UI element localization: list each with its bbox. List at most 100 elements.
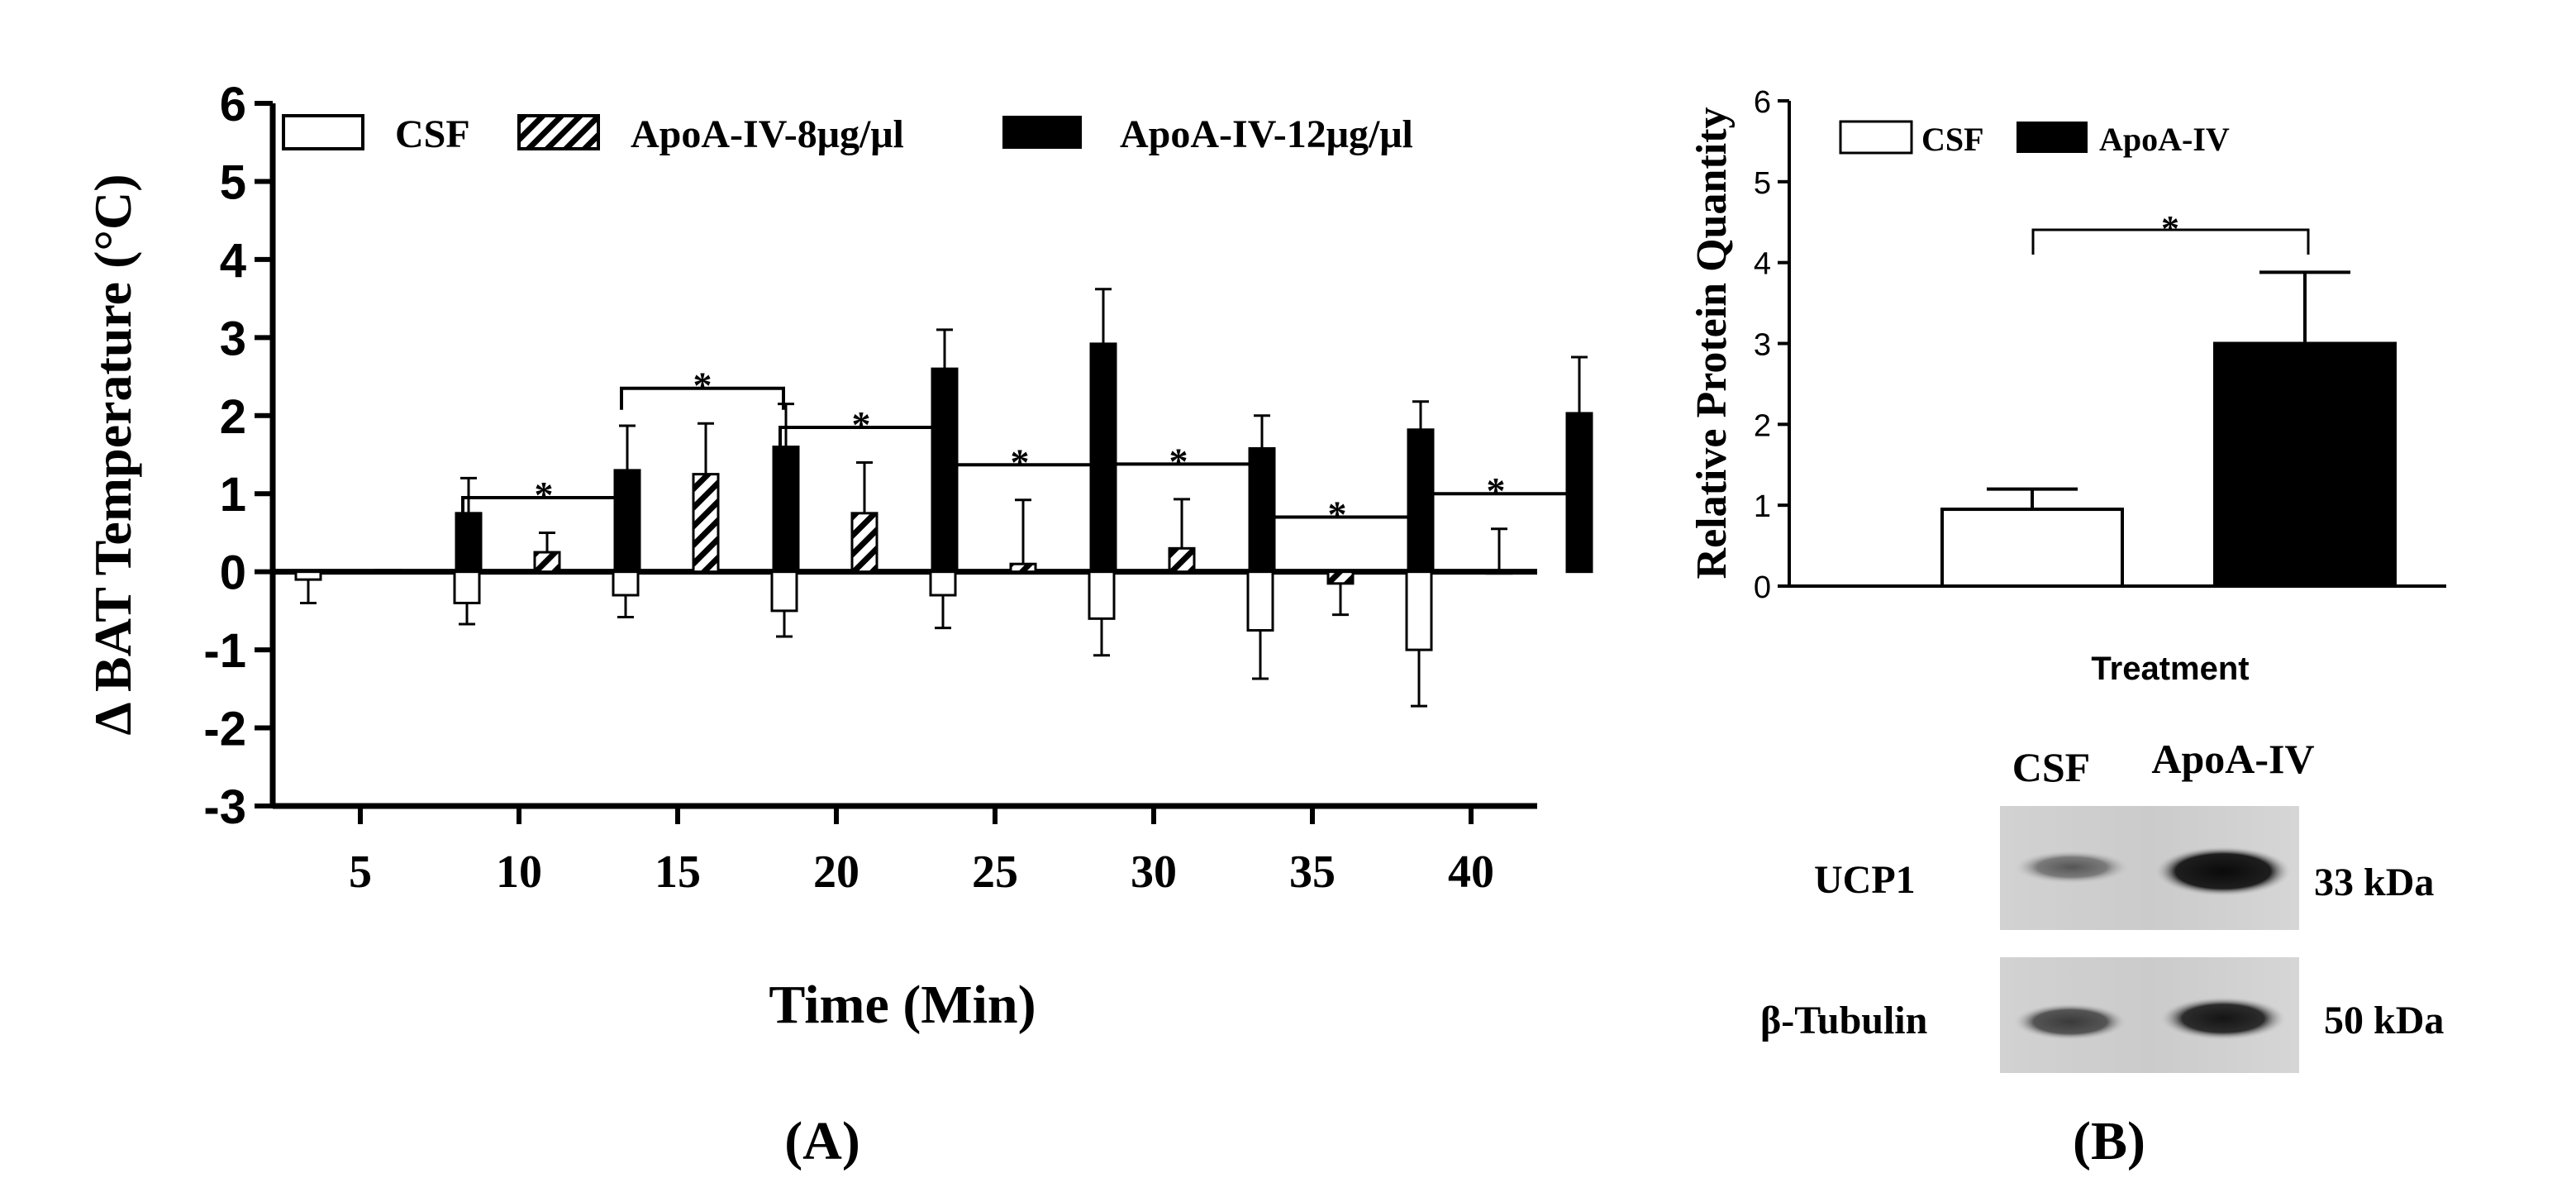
panel-b-y-tick-label: 0 xyxy=(1754,570,1771,605)
bar-hatched-t30 xyxy=(1168,546,1196,574)
significance-bracket-t25 xyxy=(937,463,1102,487)
bar-black-t15 xyxy=(772,446,800,574)
panel-a-y-tick-label: 2 xyxy=(220,390,246,444)
significance-star-t25: * xyxy=(1011,441,1030,483)
bar-csf xyxy=(1940,508,2124,589)
bar-apoa-iv xyxy=(2213,341,2397,588)
legend-swatch-apoa-8 xyxy=(517,114,600,150)
panel-a-label: (A) xyxy=(784,1111,860,1171)
panel-a-y-tick-label: -1 xyxy=(203,624,246,678)
panel-a-y-tick-label: 3 xyxy=(220,312,246,365)
blot-size-tubulin: 50 kDa xyxy=(2324,999,2444,1042)
panel-a-x-tick-label: 35 xyxy=(1289,846,1336,898)
bar-hatched-t15 xyxy=(692,473,720,574)
legend-label-b-apoa: ApoA-IV xyxy=(2099,121,2230,158)
panel-a-x-tick-label: 5 xyxy=(349,846,372,898)
panel-a-y-tick-label: 5 xyxy=(220,155,246,209)
significance-bracket-t40 xyxy=(1413,492,1578,516)
significance-star-t35: * xyxy=(1328,494,1347,536)
legend-label-apoa-12: ApoA-IV-12μg/μl xyxy=(1120,112,1413,156)
significance-star-t10: * xyxy=(535,474,554,516)
panel-a-x-tick-label: 40 xyxy=(1448,846,1494,898)
panel-b-y-tick-label: 4 xyxy=(1754,247,1771,282)
western-blot: CSF ApoA-IV UCP1 β-Tubulin 33 kDa 50 kDa… xyxy=(1760,736,2444,1171)
panel-a-x-tick-label: 10 xyxy=(496,846,542,898)
significance-bracket-t20 xyxy=(779,425,944,449)
bar-hatched-t5 xyxy=(374,569,402,574)
legend-label-apoa-8: ApoA-IV-8μg/μl xyxy=(631,112,904,156)
panel-b-y-tick-label: 2 xyxy=(1754,408,1771,443)
bar-black-t5 xyxy=(455,512,483,574)
significance-star-t20: * xyxy=(852,403,871,446)
panel-a-x-tick-label: 25 xyxy=(972,846,1018,898)
panel-b-chart: 6 5 4 3 2 1 0 CSF ApoA-IV * Relative Protein Q… xyxy=(1688,85,2446,687)
bar-hatched-t25 xyxy=(1009,562,1037,574)
bar-white-t25 xyxy=(929,570,957,597)
panel-a-y-tick-label: -2 xyxy=(203,703,246,756)
panel-a-y-tick-label: 0 xyxy=(220,546,246,600)
bar-black-t30 xyxy=(1248,446,1276,574)
panel-b-y-tick-label: 1 xyxy=(1754,489,1771,524)
panel-b-significance-bracket: * xyxy=(2031,208,2310,255)
panel-a-y-tick-label: -3 xyxy=(203,780,246,834)
blot-band-tubulin-csf xyxy=(2014,1004,2126,1040)
significance-bracket-t10 xyxy=(461,495,626,519)
panel-a-x-tick-label: 20 xyxy=(813,846,859,898)
bar-hatched-t20 xyxy=(850,512,879,574)
panel-b-tick-labels: 6 5 4 3 2 1 0 xyxy=(1754,85,1771,605)
significance-bracket-t15 xyxy=(620,386,785,410)
panel-a-y-axis-title: Δ BAT Temperature (°C) xyxy=(83,174,142,735)
panel-a-significance: * * * * * * * xyxy=(461,365,1578,539)
bar-black-t20 xyxy=(931,367,959,574)
bar-white-t20 xyxy=(770,570,798,613)
panel-a-legend: CSF ApoA-IV-8μg/μl ApoA-IV-12μg/μl xyxy=(282,112,1413,156)
bar-black-t25 xyxy=(1089,342,1117,574)
significance-star-t15: * xyxy=(693,365,712,407)
bar-white-t5 xyxy=(294,570,322,581)
panel-b-bars xyxy=(1940,270,2397,589)
bar-white-t10 xyxy=(453,570,481,604)
legend-swatch-csf xyxy=(282,114,364,150)
blot-row-label-tubulin: β-Tubulin xyxy=(1760,999,1927,1042)
panel-b-y-tick-label: 3 xyxy=(1754,328,1771,363)
blot-lane-label-apoa: ApoA-IV xyxy=(2151,736,2314,782)
panel-a-x-axis-title: Time (Min) xyxy=(769,975,1036,1035)
panel-b-significance-star: * xyxy=(2161,208,2179,249)
panel-a-y-tick-label: 6 xyxy=(220,78,246,131)
panel-a-y-tick-label: 1 xyxy=(220,468,246,522)
bar-black-t10 xyxy=(613,469,641,574)
legend-swatch-b-csf xyxy=(1839,120,1913,155)
panel-b-label: (B) xyxy=(2073,1111,2145,1171)
legend-label-b-csf: CSF xyxy=(1921,121,1984,158)
bar-hatched-t35 xyxy=(1326,570,1355,585)
blot-band-tubulin-apoa xyxy=(2160,997,2286,1040)
panel-a-bars xyxy=(294,288,1593,708)
panel-b-y-axis-title: Relative Protein Quantity xyxy=(1688,107,1736,579)
legend-swatch-b-apoa xyxy=(2017,122,2088,153)
bar-white-t40 xyxy=(1405,570,1433,651)
bar-white-t35 xyxy=(1246,570,1274,632)
panel-b-x-axis-title: Treatment xyxy=(2091,651,2249,687)
legend-label-csf: CSF xyxy=(395,112,470,156)
significance-star-t40: * xyxy=(1487,470,1506,512)
blot-size-ucp1: 33 kDa xyxy=(2314,861,2434,904)
bar-black-t35 xyxy=(1407,428,1435,574)
panel-b-y-tick-label: 6 xyxy=(1754,85,1771,120)
significance-bracket-t30 xyxy=(1096,462,1261,486)
legend-swatch-apoa-12 xyxy=(1002,116,1082,149)
panel-a-x-tick-label: 30 xyxy=(1131,846,1177,898)
panel-a-y-tick-label: 4 xyxy=(220,234,246,288)
bar-hatched-t10 xyxy=(533,551,561,574)
panel-b-y-tick-label: 5 xyxy=(1754,166,1771,201)
blot-band-ucp1-apoa xyxy=(2155,846,2291,896)
panel-a-axes xyxy=(255,101,1537,824)
significance-bracket-t35 xyxy=(1255,515,1420,539)
blot-lane-label-csf: CSF xyxy=(2012,744,2090,790)
blot-band-ucp1-csf xyxy=(2014,851,2130,884)
blot-row-label-ucp1: UCP1 xyxy=(1814,858,1916,902)
panel-a-x-tick-label: 15 xyxy=(655,846,701,898)
bar-white-t30 xyxy=(1088,570,1116,620)
